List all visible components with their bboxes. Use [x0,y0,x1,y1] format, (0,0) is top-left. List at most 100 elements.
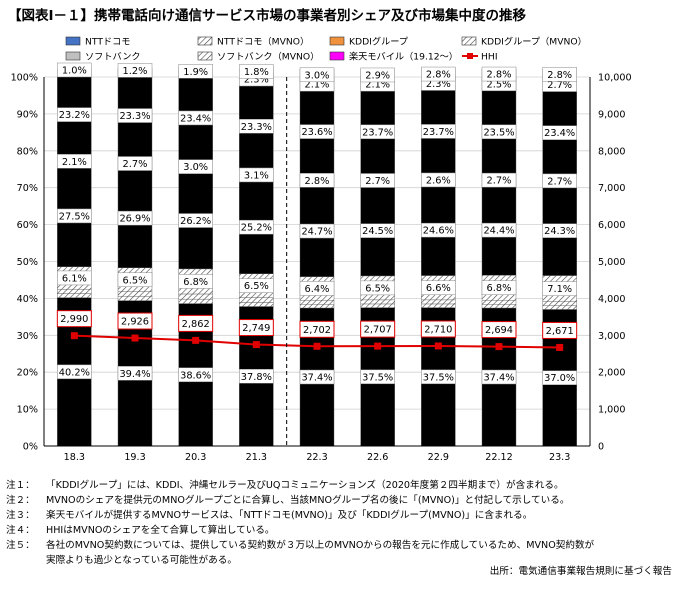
data-label: 2.8% [547,70,572,81]
data-label: 2.5% [487,79,512,90]
notes: 注１： 「KDDIグループ」には、KDDI、沖縄セルラー及びUQコミュニケーション… [6,478,594,568]
y-axis-left-tick-label: 100% [11,73,38,84]
data-label: 25.2% [241,223,272,234]
hhi-line: 2,990 2,926 2,862 2,749 2,702 2,707 2,710 2,694… [56,310,578,351]
legend-label: 楽天モバイル（19.12～） [349,51,458,63]
data-label: 7.1% [547,284,572,295]
data-label-box [117,63,153,78]
y-axis-right-tick-label: 8,000 [598,146,625,157]
data-label: 1.9% [183,67,208,78]
note-text: HHIはMVNOのシェアを全て合算して算出している。 [46,525,275,536]
data-label: 6.8% [183,277,208,288]
bar-segment [299,300,335,305]
data-label: 6.4% [305,284,330,295]
data-label-box [542,125,577,140]
data-label-box [299,281,335,296]
data-label: 23.2% [59,110,90,121]
data-label: 1.8% [244,67,269,78]
data-label-box [57,154,92,169]
note-2: 注２： MVNOのシェアを提供元のMNOグループごとに合算し、当該MNOグループ名… [6,493,594,508]
chart-axes: 0% 10% 20% 30% 40% 50% 60% 70% 80% 90% 100% 0 1,000 2… [11,73,632,464]
legend-label: ソフトバンク（MVNO） [217,52,319,63]
data-label-box [481,280,517,295]
hhi-label-box [542,321,578,339]
legend-label: KDDIグループ [349,36,409,48]
note-label: 注２： [6,495,35,506]
data-label-box [542,173,577,189]
data-label-box [57,62,92,78]
note-3: 注３： 楽天モバイルが提供するMVNOサービスは、「NTTドコモ(MVNO)」及び… [6,508,594,523]
data-label: 26.9% [119,214,150,225]
data-label-box [239,219,274,235]
stacked-bar-chart: NTTドコモ NTTドコモ（MVNO） KDDIグループ KDDIグループ（MVNO）… [11,36,632,464]
bar-segment [299,304,335,309]
hhi-point [252,341,260,349]
y-axis-right-tick-label: 3,000 [598,331,625,342]
note-text: 各社のMVNO契約数については、提供している契約数が３万以上のMVNOからの報告… [46,540,595,551]
x-axis-tick-label: 18.3 [64,452,85,463]
data-label-box [542,223,577,238]
note-label: 注３： [6,510,35,521]
y-axis-left-tick-label: 30% [17,331,38,342]
source-note: 出所：電気通信事業報告規則に基づく報告 [489,566,672,577]
hhi-label: 2,671 [546,326,574,337]
data-label: 37.8% [241,372,272,383]
data-label: 37.4% [483,372,514,383]
legend-label: HHI [481,52,498,63]
hhi-label: 2,702 [303,325,331,336]
data-label-box [421,172,456,188]
data-label: 6.1% [62,273,87,284]
data-label-box [481,172,517,188]
data-label-box [481,124,517,140]
data-label-box [117,366,153,381]
bar-segment [117,291,153,297]
x-axis-tick-label: 22.12 [485,452,512,463]
y-axis-left-tick-label: 60% [17,220,38,231]
legend-label: NTTドコモ [85,37,131,48]
data-label: 23.6% [301,127,332,138]
data-label-box [239,119,274,134]
data-label-box [117,272,153,288]
y-axis-left-tick-label: 0% [23,442,38,453]
x-axis-tick-label: 22.3 [306,452,327,463]
hhi-label-box [117,312,153,330]
data-label-box [360,369,395,385]
bar-segment [542,301,577,306]
data-label-box [481,222,517,238]
y-axis-right-tick-label: 1,000 [598,405,625,416]
data-label: 39.4% [119,369,150,380]
hhi-label-box [299,320,335,338]
bar-segment [57,293,92,298]
y-axis-right-tick-label: 5,000 [598,257,625,268]
data-label: 3.1% [244,170,269,181]
data-label: 38.6% [180,370,211,381]
hhi-point [313,342,321,350]
data-label: 2.8% [426,70,451,81]
data-label: 23.3% [241,122,272,133]
hhi-label-box [481,321,517,339]
data-label: 6.5% [123,275,148,286]
legend-label: ソフトバンク [85,52,141,63]
data-label-box [360,173,395,188]
y-axis-right-tick-label: 10,000 [598,73,632,84]
legend-swatch [65,51,81,61]
data-label-box [421,66,456,82]
hhi-label: 2,707 [364,325,392,336]
hhi-label: 2,710 [424,325,452,336]
note-label: 注５： [6,540,35,551]
data-label-box [481,66,517,82]
hhi-point [374,342,382,350]
data-label-box [239,369,274,384]
hhi-point [131,334,139,342]
bar-segment [178,293,213,300]
data-label-box [117,210,153,226]
data-label: 23.3% [119,111,150,122]
legend-label: NTTドコモ（MVNO） [217,37,309,48]
legend-swatch [197,36,213,46]
data-label-box [360,67,395,83]
data-label: 24.3% [544,226,575,237]
bar-segment [239,302,274,307]
note-text: 楽天モバイルが提供するMVNOサービスは、「NTTドコモ(MVNO)」及び「KD… [46,510,533,521]
data-label-box [299,369,335,385]
hhi-label-box [238,319,274,337]
